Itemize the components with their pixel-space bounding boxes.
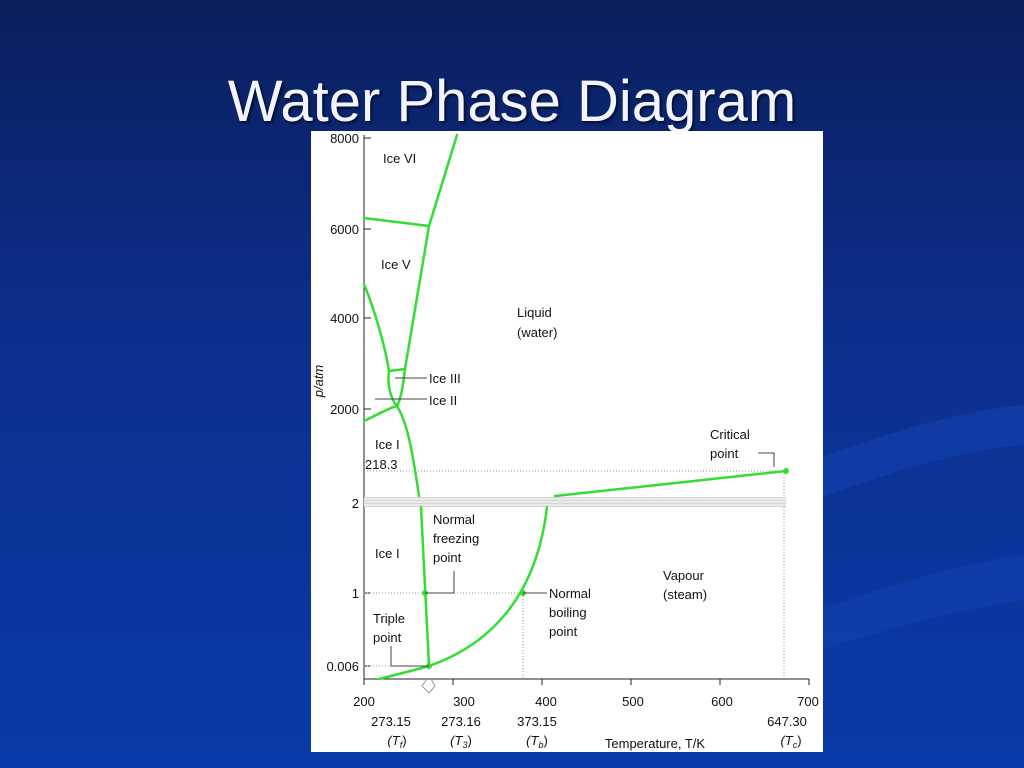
label-steam: (steam) (663, 587, 707, 602)
label-normal-freezing-2: freezing (433, 531, 479, 546)
y-tick-label: 4000 (330, 311, 359, 326)
label-normal-freezing-3: point (433, 550, 462, 565)
x-tick-label: 500 (622, 694, 644, 709)
label-normal-boiling-3: point (549, 624, 578, 639)
label-triple: Triple (373, 611, 405, 626)
label-ice-i-upper: Ice I (375, 437, 400, 452)
label-normal-boiling-1: Normal (549, 586, 591, 601)
label-leaders (375, 377, 775, 667)
marker-tb-symbol: (Tb) (526, 733, 548, 750)
marker-tc-value: 647.30 (767, 714, 807, 729)
label-liquid: Liquid (517, 305, 552, 320)
x-tick-label: 700 (797, 694, 819, 709)
label-triple-point: point (373, 630, 402, 645)
label-normal-boiling-2: boiling (549, 605, 587, 620)
x-tick-label: 400 (535, 694, 557, 709)
y-axis-label: p/atm (311, 365, 326, 399)
x-axis-label: Temperature, T/K (605, 736, 706, 751)
label-ice-iii: Ice III (429, 371, 461, 386)
label-normal-freezing-1: Normal (433, 512, 475, 527)
marker-t3-symbol: (T3) (450, 733, 472, 750)
label-critical-point: point (710, 446, 739, 461)
axis-break-hatch (364, 498, 786, 506)
y-tick-labels: 8000 6000 4000 2000 2 1 0.006 (326, 131, 359, 674)
x-tick-labels: 200 300 400 500 600 700 (353, 694, 819, 709)
region-labels: Ice VI Ice V Liquid (water) Ice III Ice … (375, 151, 707, 602)
label-critical: Critical (710, 427, 750, 442)
annotation-labels: Critical point 218.3 Normal freezing poi… (365, 427, 750, 645)
x-tick-label: 300 (453, 694, 475, 709)
x-ticks (363, 679, 810, 685)
y-tick-label: 2000 (330, 402, 359, 417)
label-ice-ii: Ice II (429, 393, 457, 408)
x-markers: 273.15 (Tf) 273.16 (T3) 373.15 (Tb) 647.… (371, 714, 807, 750)
label-vapour: Vapour (663, 568, 705, 583)
marker-t3-value: 273.16 (441, 714, 481, 729)
marker-tc-symbol: (Tc) (780, 733, 801, 750)
critical-point-dot (783, 468, 789, 474)
label-ice-vi: Ice VI (383, 151, 416, 166)
label-218: 218.3 (365, 457, 398, 472)
x-marker-leaders (421, 678, 436, 694)
x-tick-label: 600 (711, 694, 733, 709)
y-tick-label: 1 (352, 586, 359, 601)
label-ice-i-lower: Ice I (375, 546, 400, 561)
slide-title: Water Phase Diagram (227, 69, 797, 134)
marker-tf-value: 273.15 (371, 714, 411, 729)
x-tick-label: 200 (353, 694, 375, 709)
phase-diagram-svg: 8000 6000 4000 2000 2 1 0.006 p/atm 200 … (311, 131, 819, 751)
y-tick-label: 6000 (330, 222, 359, 237)
y-tick-label: 2 (352, 496, 359, 511)
phase-diagram: 8000 6000 4000 2000 2 1 0.006 p/atm 200 … (311, 131, 823, 752)
phase-boundaries (362, 133, 788, 681)
y-tick-label: 0.006 (326, 659, 359, 674)
marker-tf-symbol: (Tf) (387, 733, 406, 750)
label-ice-v: Ice V (381, 257, 411, 272)
marker-tb-value: 373.15 (517, 714, 557, 729)
label-water: (water) (517, 325, 557, 340)
y-tick-label: 8000 (330, 131, 359, 146)
